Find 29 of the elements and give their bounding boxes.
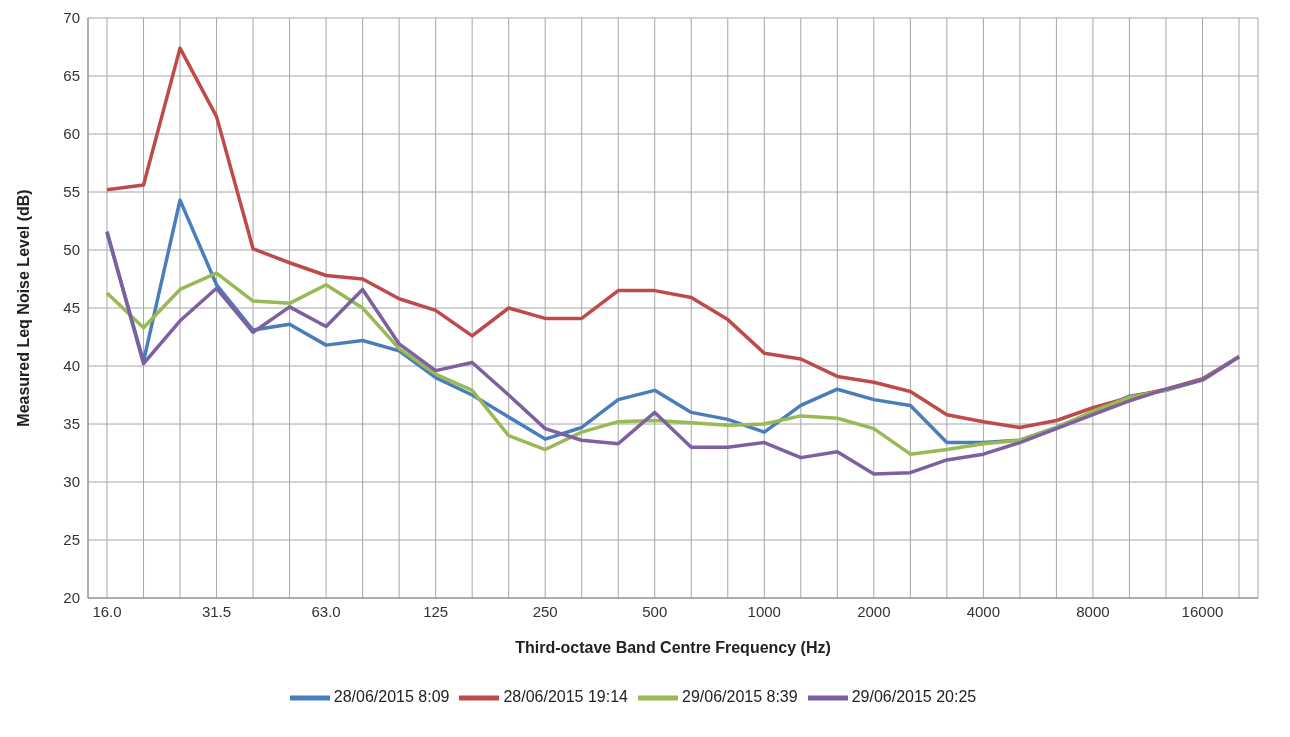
y-tick-label: 60	[63, 125, 80, 143]
y-axis-title: Measured Leq Noise Level (dB)	[14, 189, 32, 427]
x-tick-label: 4000	[966, 602, 1001, 620]
y-tick-label: 50	[63, 241, 80, 259]
y-tick-label: 30	[63, 473, 80, 491]
legend-label: 29/06/2015 20:25	[851, 688, 977, 706]
line-series	[105, 229, 1241, 476]
y-tick-label: 35	[63, 415, 80, 433]
x-tick-label: 8000	[1076, 602, 1110, 620]
y-tick-label: 70	[63, 9, 80, 27]
legend-label: 28/06/2015 8:09	[333, 688, 450, 706]
x-tick-label: 125	[423, 602, 449, 620]
y-tick-label: 55	[63, 183, 80, 201]
y-tick-label: 20	[63, 589, 80, 607]
legend-label: 28/06/2015 19:14	[503, 688, 628, 706]
y-tick-label: 25	[63, 531, 80, 549]
legend-label: 29/06/2015 8:39	[682, 688, 798, 706]
x-tick-label: 16.0	[92, 602, 122, 620]
y-tick-label: 40	[63, 357, 80, 375]
x-tick-label: 500	[642, 602, 668, 620]
x-tick-label: 31.5	[201, 602, 232, 620]
x-tick-label: 63.0	[311, 602, 341, 620]
x-tick-label: 2000	[857, 602, 891, 620]
x-tick-label: 1000	[747, 602, 781, 620]
x-axis-title: Third-octave Band Centre Frequency (Hz)	[515, 639, 831, 656]
x-tick-label: 250	[532, 602, 558, 620]
y-tick-label: 65	[63, 67, 80, 85]
x-tick-label: 16000	[1181, 602, 1224, 620]
y-tick-label: 45	[63, 299, 80, 317]
